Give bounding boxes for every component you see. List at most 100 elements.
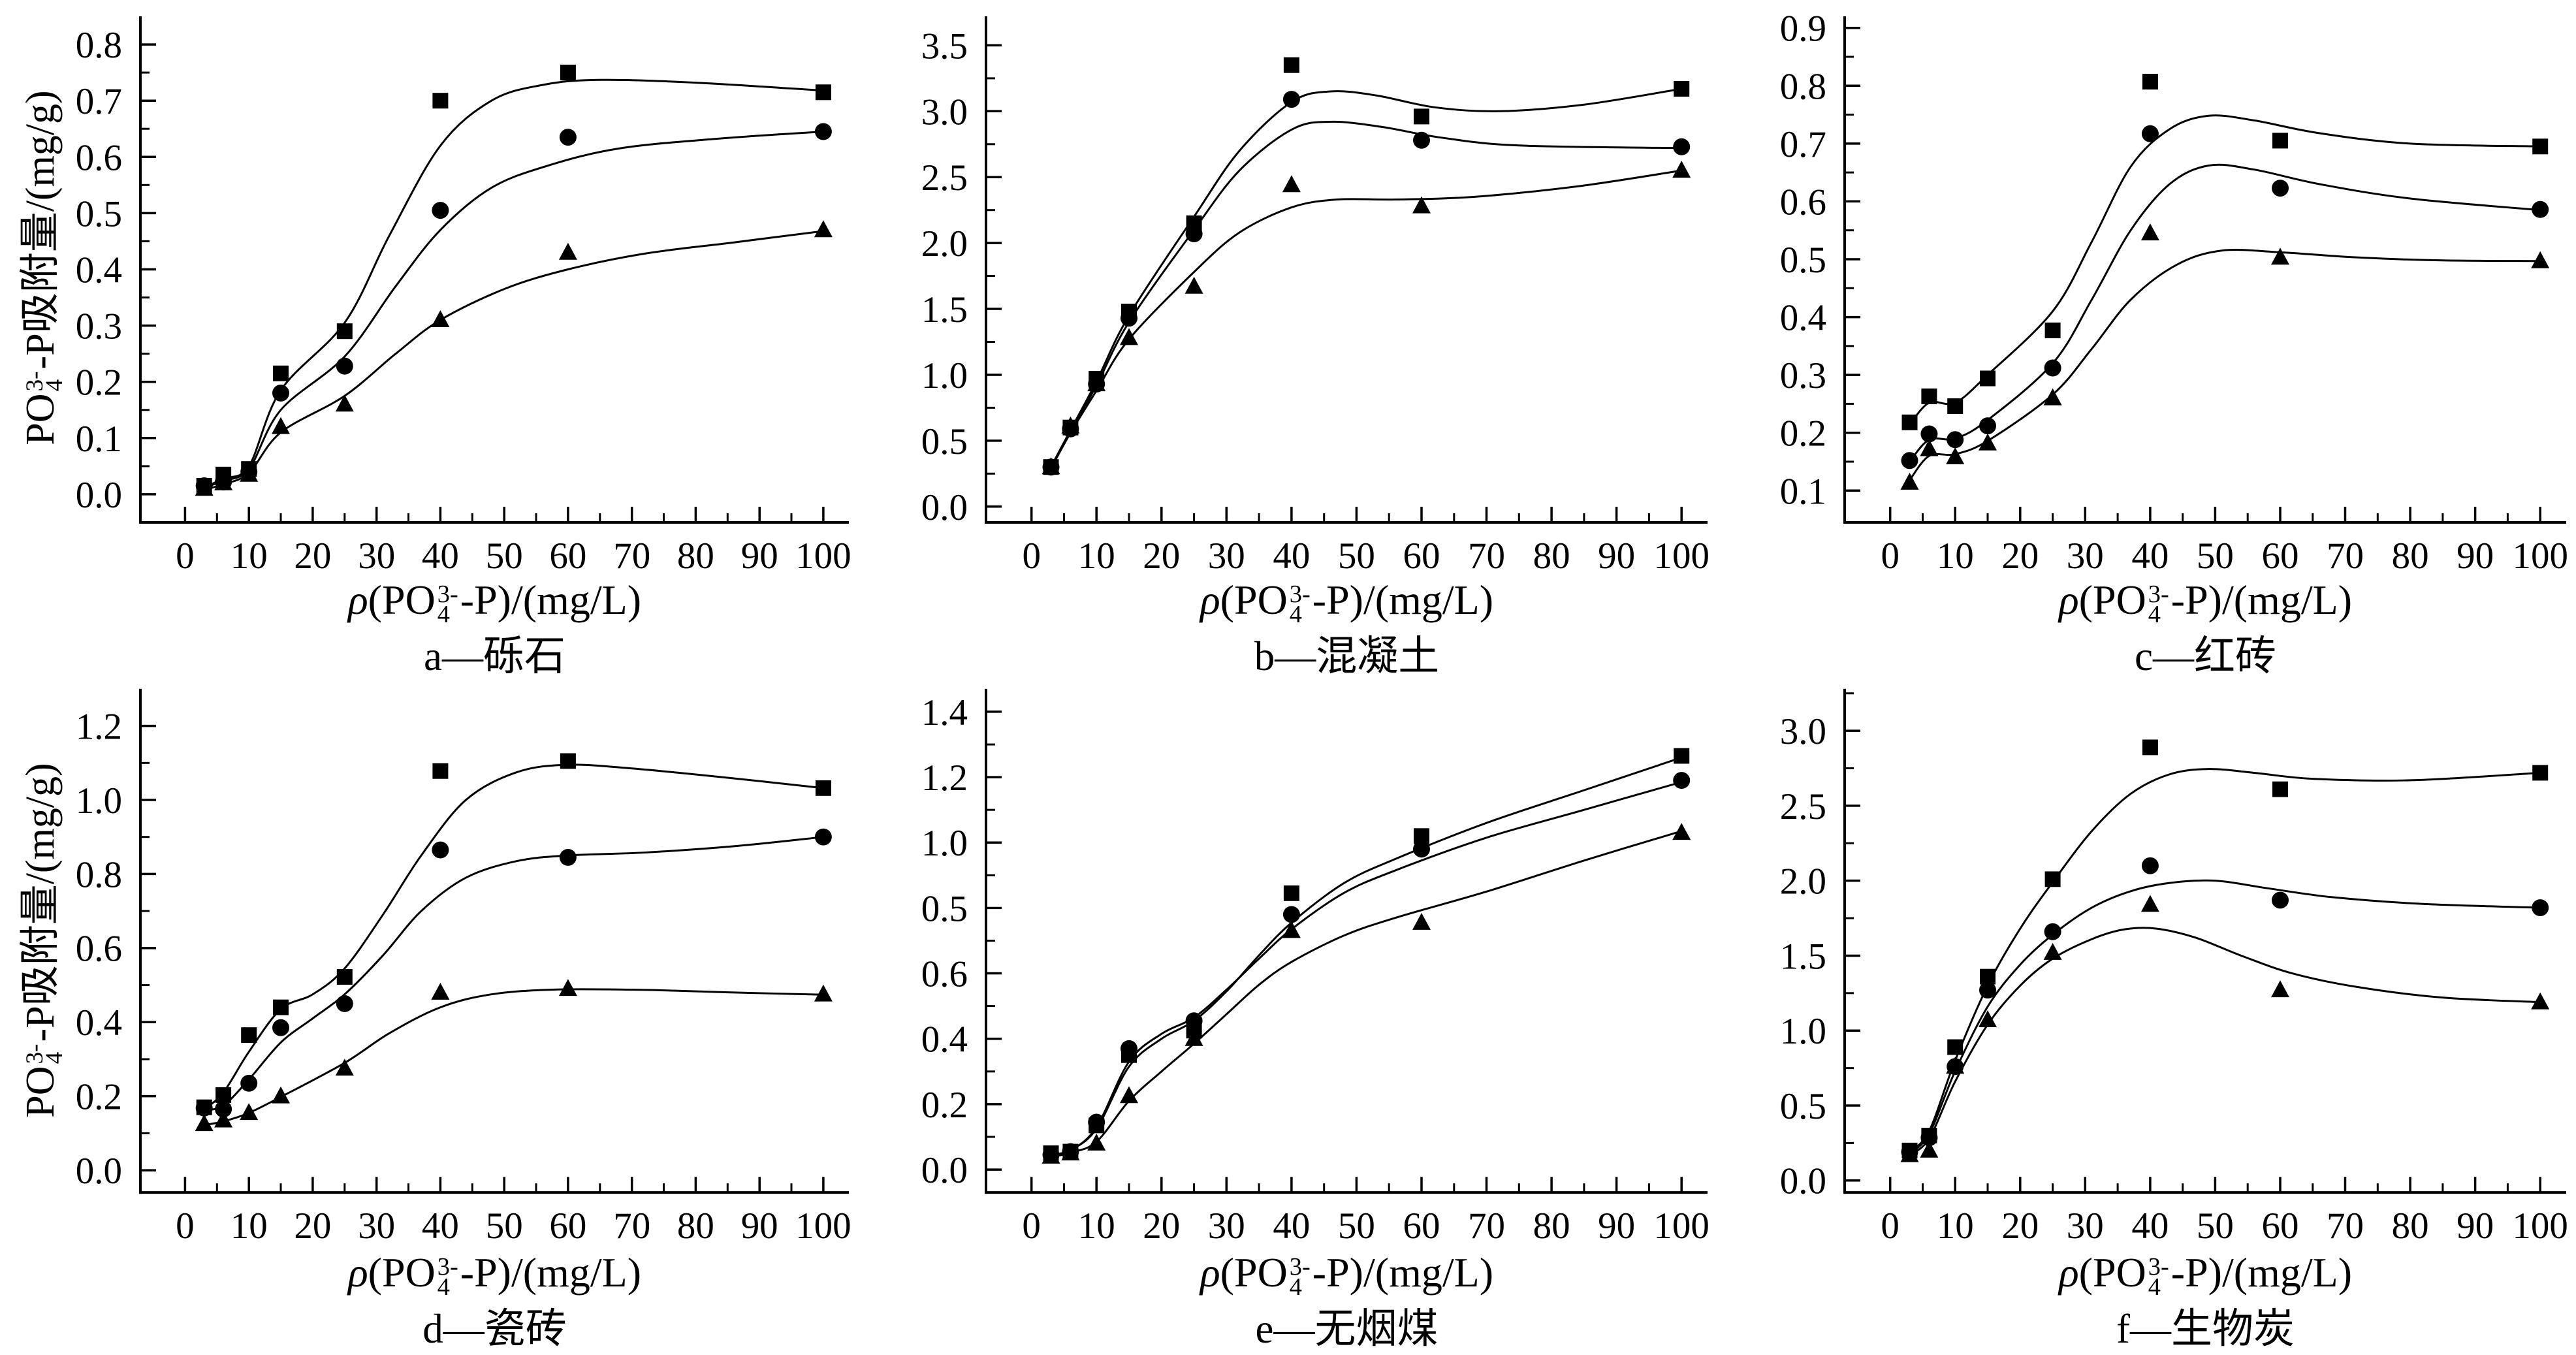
marker-triangle (2531, 992, 2550, 1010)
fit-curve (1909, 114, 2541, 426)
y-tick-label: 0.2 (76, 362, 122, 404)
x-axis-title-unit: -P)/(mg/L) (2171, 1249, 2353, 1296)
fit-curve (204, 836, 824, 1111)
x-tick-label: 30 (2067, 1205, 2104, 1247)
y-tick-label: 1.5 (1780, 936, 1826, 978)
x-axis-title-unit: -P)/(mg/L) (460, 1249, 642, 1296)
x-tick-label: 90 (1598, 535, 1635, 577)
x-tick-label: 10 (231, 535, 268, 577)
y-tick-label: 0.1 (76, 419, 122, 460)
y-tick-label: 3.0 (1780, 711, 1826, 752)
x-tick-label: 40 (2131, 1205, 2169, 1247)
x-tick-label: 70 (1468, 1205, 1505, 1247)
axes (139, 16, 849, 524)
fit-curve (1909, 163, 2541, 462)
x-tick-label: 60 (1403, 1205, 1440, 1247)
marker-triangle (335, 394, 354, 412)
marker-triangle (1282, 921, 1301, 938)
x-tick-label: 90 (1598, 1205, 1635, 1247)
y-tick-label: 0.1 (1780, 471, 1826, 512)
fit-curve (1909, 249, 2541, 481)
marker-square (1414, 108, 1429, 125)
y-tick-label: 0.0 (1780, 1161, 1826, 1202)
marker-triangle (272, 1086, 290, 1104)
marker-triangle (1087, 1134, 1106, 1151)
marker-triangle (2043, 388, 2062, 406)
marker-triangle (1042, 1147, 1060, 1164)
x-axis-title-text: (PO (368, 577, 436, 623)
series-triangle (195, 220, 833, 496)
y-tick-label: 2.5 (921, 157, 968, 199)
fit-curve (1051, 756, 1682, 1156)
series-square (1043, 748, 1690, 1161)
y-axis-title-unit: -P吸附量/(mg/g) (18, 763, 63, 1042)
marker-circle (1282, 91, 1300, 108)
subplot-c: 0 10 20 30 40 50 60 70 80 90 100 0.1 0.2 0.3 0.4 0.5 0.6… (1717, 0, 2576, 679)
x-tick-label: 30 (2067, 535, 2104, 577)
marker-square (2272, 781, 2288, 797)
marker-square (1947, 398, 1964, 414)
y-tick-label: 0.5 (76, 193, 122, 234)
x-axis-title-text: (PO (368, 1249, 436, 1296)
y-tick-label: 0.3 (1780, 355, 1826, 396)
marker-triangle (1185, 1028, 1203, 1046)
x-tick-label: 50 (1338, 1205, 1375, 1247)
subplot-c-plot: 0 10 20 30 40 50 60 70 80 90 100 0.1 0.2 0.3 0.4 0.5 0.6… (1780, 8, 2568, 577)
subscript: 4 (1289, 1273, 1302, 1301)
x-tick-label: 80 (677, 1205, 714, 1247)
y-axis-ticks: 0.0 0.1 0.2 0.3 0.4 0.5 0.6 0.7 0.8 (76, 25, 156, 516)
subplot-d-plot: 0 10 20 30 40 50 60 70 80 90 100 0.0 0.2 0.4 0.6 0.8 1.0… (76, 688, 851, 1247)
subplot-d: 0 10 20 30 40 50 60 70 80 90 100 0.0 0.2 0.4 0.6 0.8 1.0… (0, 673, 859, 1352)
y-tick-label: 1.5 (921, 289, 968, 330)
marker-square (273, 999, 289, 1015)
marker-square (1674, 81, 1690, 97)
marker-circle (1413, 131, 1430, 149)
x-tick-label: 50 (486, 1205, 523, 1247)
y-tick-label: 0.2 (76, 1077, 122, 1118)
rho-symbol: ρ (2058, 577, 2079, 623)
series-circle (195, 123, 832, 494)
x-tick-label: 0 (1881, 535, 1900, 577)
y-tick-label: 0.0 (921, 1150, 968, 1191)
superscript: 3- (1289, 1253, 1311, 1281)
x-tick-label: 10 (1078, 535, 1115, 577)
x-tick-label: 100 (795, 535, 851, 577)
y-tick-label: 1.0 (76, 780, 122, 821)
y-axis-title: PO 3- 4 -P吸附量/(mg/g) (7, 0, 68, 594)
marker-circle (1979, 417, 1996, 435)
y-tick-label: 0.7 (1780, 124, 1826, 165)
marker-square (2142, 74, 2158, 90)
marker-circle (2044, 359, 2061, 377)
x-tick-label: 50 (2197, 535, 2234, 577)
marker-square (336, 323, 353, 340)
marker-circle (336, 995, 353, 1012)
y-axis-title-text: PO (18, 393, 63, 445)
x-tick-label: 20 (294, 535, 331, 577)
x-tick-label: 40 (1273, 535, 1310, 577)
marker-triangle (195, 479, 214, 496)
marker-square (560, 753, 576, 769)
series-circle (195, 828, 832, 1118)
subscript: 4 (2148, 1273, 2161, 1301)
x-axis-title-unit: -P)/(mg/L) (1312, 1249, 1494, 1296)
x-axis-title-unit: -P)/(mg/L) (460, 577, 642, 623)
y-tick-label: 0.5 (921, 888, 968, 929)
fit-curve (204, 78, 823, 488)
y-tick-label: 1.4 (921, 692, 968, 733)
rho-symbol: ρ (347, 1249, 368, 1296)
subscript: 4 (2148, 601, 2161, 629)
marker-triangle (272, 417, 290, 434)
marker-triangle (1979, 433, 1997, 451)
marker-triangle (1042, 457, 1060, 475)
x-tick-label: 10 (1937, 1205, 1974, 1247)
marker-triangle (1979, 1010, 1997, 1028)
marker-circle (814, 828, 832, 846)
x-tick-label: 100 (2512, 1205, 2568, 1247)
marker-circle (215, 1100, 232, 1118)
y-tick-label: 0.2 (1780, 413, 1826, 454)
x-tick-label: 50 (2197, 1205, 2234, 1247)
x-tick-label: 20 (294, 1205, 331, 1247)
marker-triangle (2140, 895, 2159, 912)
marker-triangle (2043, 942, 2062, 960)
x-tick-label: 20 (2001, 535, 2039, 577)
